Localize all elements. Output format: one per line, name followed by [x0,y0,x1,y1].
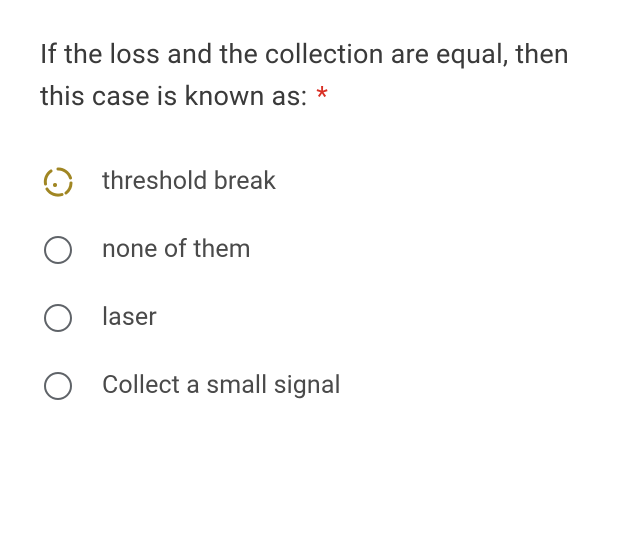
option-2[interactable]: laser [42,302,583,334]
radio-unchecked-icon [42,370,74,402]
radio-unchecked-icon [42,302,74,334]
option-1[interactable]: none of them [42,234,583,266]
question-text: If the loss and the collection are equal… [40,34,583,118]
radio-unchecked-icon [42,234,74,266]
question-text-content: If the loss and the collection are equal… [40,38,569,112]
option-label: threshold break [102,167,276,196]
options-group: threshold break none of them laser Colle… [40,166,583,402]
option-3[interactable]: Collect a small signal [42,370,583,402]
option-label: laser [102,303,157,332]
option-label: Collect a small signal [102,371,341,400]
question-card: If the loss and the collection are equal… [0,0,623,422]
required-asterisk: * [316,80,328,112]
option-label: none of them [102,235,251,264]
option-0[interactable]: threshold break [42,166,583,198]
loading-spinner-icon [42,166,74,198]
